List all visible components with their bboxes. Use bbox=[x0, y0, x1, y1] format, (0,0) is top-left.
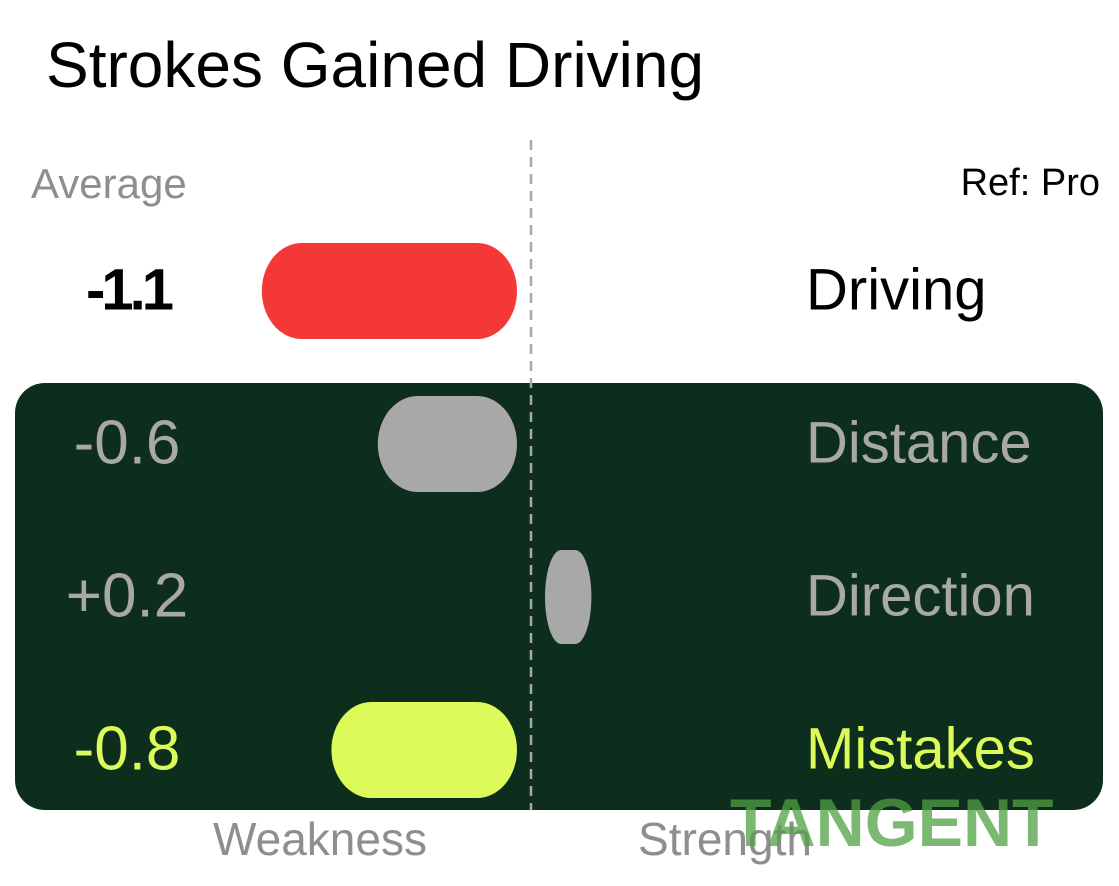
category-label: Direction bbox=[806, 563, 1035, 628]
subtitle: Average bbox=[31, 160, 187, 207]
positive-label: Strength bbox=[638, 813, 812, 865]
value-label: +0.2 bbox=[66, 561, 188, 630]
negative-label: Weakness bbox=[213, 813, 427, 865]
category-label: Distance bbox=[806, 410, 1032, 475]
bar bbox=[331, 702, 517, 798]
bar bbox=[377, 396, 517, 492]
category-label: Driving bbox=[806, 257, 987, 322]
chart-title: Strokes Gained Driving bbox=[46, 29, 704, 101]
bar bbox=[545, 549, 592, 645]
reference: Ref: Pro bbox=[961, 162, 1100, 204]
bar bbox=[261, 243, 517, 339]
watermark: TANGENT bbox=[730, 785, 1054, 861]
value-label: -0.8 bbox=[74, 714, 181, 783]
value-label: -0.6 bbox=[74, 408, 181, 477]
category-label: Mistakes bbox=[806, 716, 1035, 781]
value-label: -1.1 bbox=[86, 257, 173, 322]
